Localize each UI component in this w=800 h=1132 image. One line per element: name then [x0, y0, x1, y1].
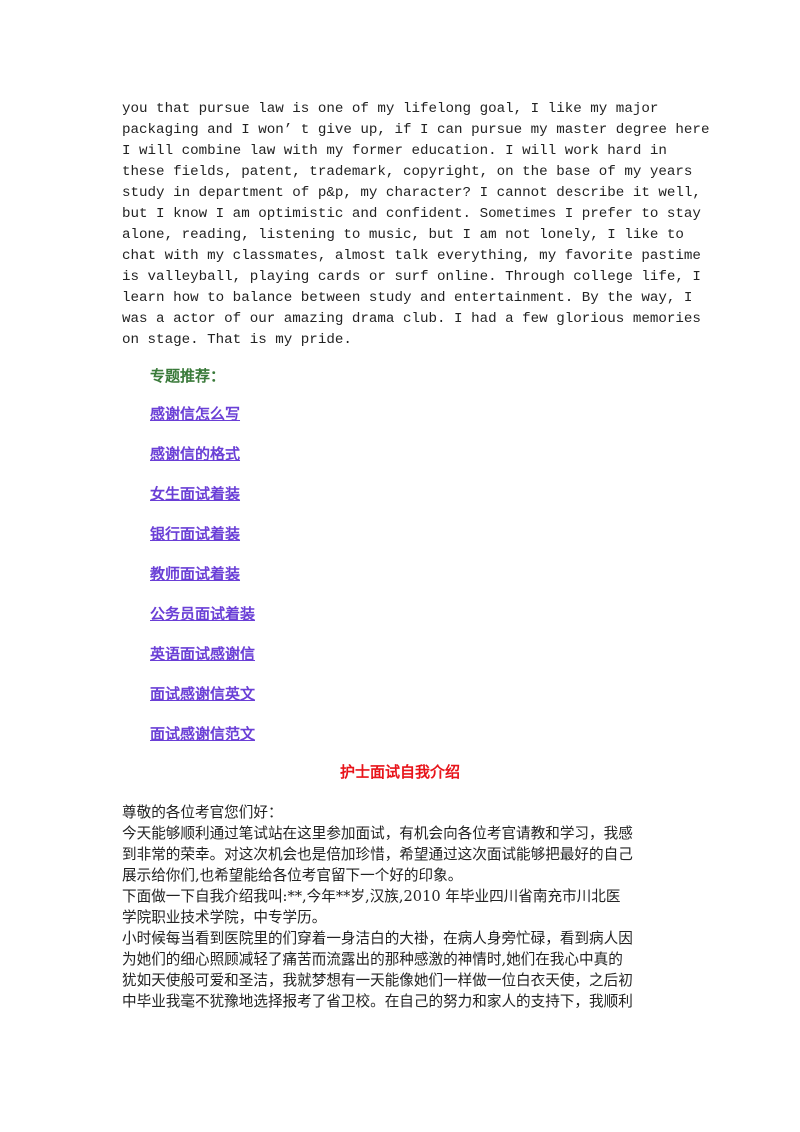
topic-link[interactable]: 公务员面试着装: [150, 605, 256, 623]
article-body: 尊敬的各位考官您们好： 今天能够顺利通过笔试站在这里参加面试，有机会向各位考官请教…: [122, 802, 800, 1012]
text-line: but I know I am optimistic and confident…: [122, 206, 701, 222]
text-line: 到非常的荣幸。对这次机会也是倍加珍惜，希望通过这次面试能够把最好的自己: [122, 846, 633, 863]
topic-link[interactable]: 感谢信怎么写: [150, 405, 241, 423]
text-line: learn how to balance between study and e…: [122, 290, 693, 306]
text-line: on stage. That is my pride.: [122, 332, 352, 348]
topic-link[interactable]: 面试感谢信范文: [150, 725, 256, 743]
topic-link[interactable]: 英语面试感谢信: [150, 645, 256, 663]
topic-link[interactable]: 银行面试着装: [150, 525, 241, 543]
text-line: alone, reading, listening to music, but …: [122, 227, 684, 243]
text-line: chat with my classmates, almost talk eve…: [122, 248, 701, 264]
topic-link[interactable]: 女生面试着装: [150, 485, 241, 503]
text-line: is valleyball, playing cards or surf onl…: [122, 269, 701, 285]
text-line: you that pursue law is one of my lifelon…: [122, 101, 659, 117]
text-line: 展示给你们,也希望能给各位考官留下一个好的印象。: [122, 867, 463, 884]
text-line: 小时候每当看到医院里的们穿着一身洁白的大褂，在病人身旁忙碌，看到病人因: [122, 930, 633, 947]
english-paragraph: you that pursue law is one of my lifelon…: [122, 99, 800, 351]
text-line: 中毕业我毫不犹豫地选择报考了省卫校。在自己的努力和家人的支持下，我顺利: [122, 993, 633, 1010]
text-line: 今天能够顺利通过笔试站在这里参加面试，有机会向各位考官请教和学习，我感: [122, 825, 633, 842]
document-page: you that pursue law is one of my lifelon…: [122, 99, 800, 1012]
text-line: I will combine law with my former educat…: [122, 143, 667, 159]
topic-link[interactable]: 教师面试着装: [150, 565, 241, 583]
text-line: these fields, patent, trademark, copyrig…: [122, 164, 693, 180]
topic-recommendation-label: 专题推荐：: [150, 367, 226, 385]
text-line: 学院职业技术学院，中专学历。: [122, 909, 327, 926]
topic-link-list: 感谢信怎么写 感谢信的格式 女生面试着装 银行面试着装 教师面试着装 公务员面试…: [150, 403, 800, 763]
article-title: 护士面试自我介绍: [339, 763, 460, 781]
text-line: packaging and I won’ t give up, if I can…: [122, 122, 710, 138]
text-line: was a actor of our amazing drama club. I…: [122, 311, 701, 327]
text-line: 为她们的细心照顾减轻了痛苦而流露出的那种感激的神情时,她们在我心中真的: [122, 951, 623, 968]
topic-link[interactable]: 面试感谢信英文: [150, 685, 256, 703]
text-line: 犹如天使般可爱和圣洁，我就梦想有一天能像她们一样做一位白衣天使，之后初: [122, 972, 633, 989]
text-line: 尊敬的各位考官您们好：: [122, 804, 283, 821]
text-line: study in department of p&p, my character…: [122, 185, 701, 201]
topic-link[interactable]: 感谢信的格式: [150, 445, 241, 463]
text-line: 下面做一下自我介绍我叫:**,今年**岁,汉族,2010 年毕业四川省南充市川北…: [122, 888, 621, 905]
